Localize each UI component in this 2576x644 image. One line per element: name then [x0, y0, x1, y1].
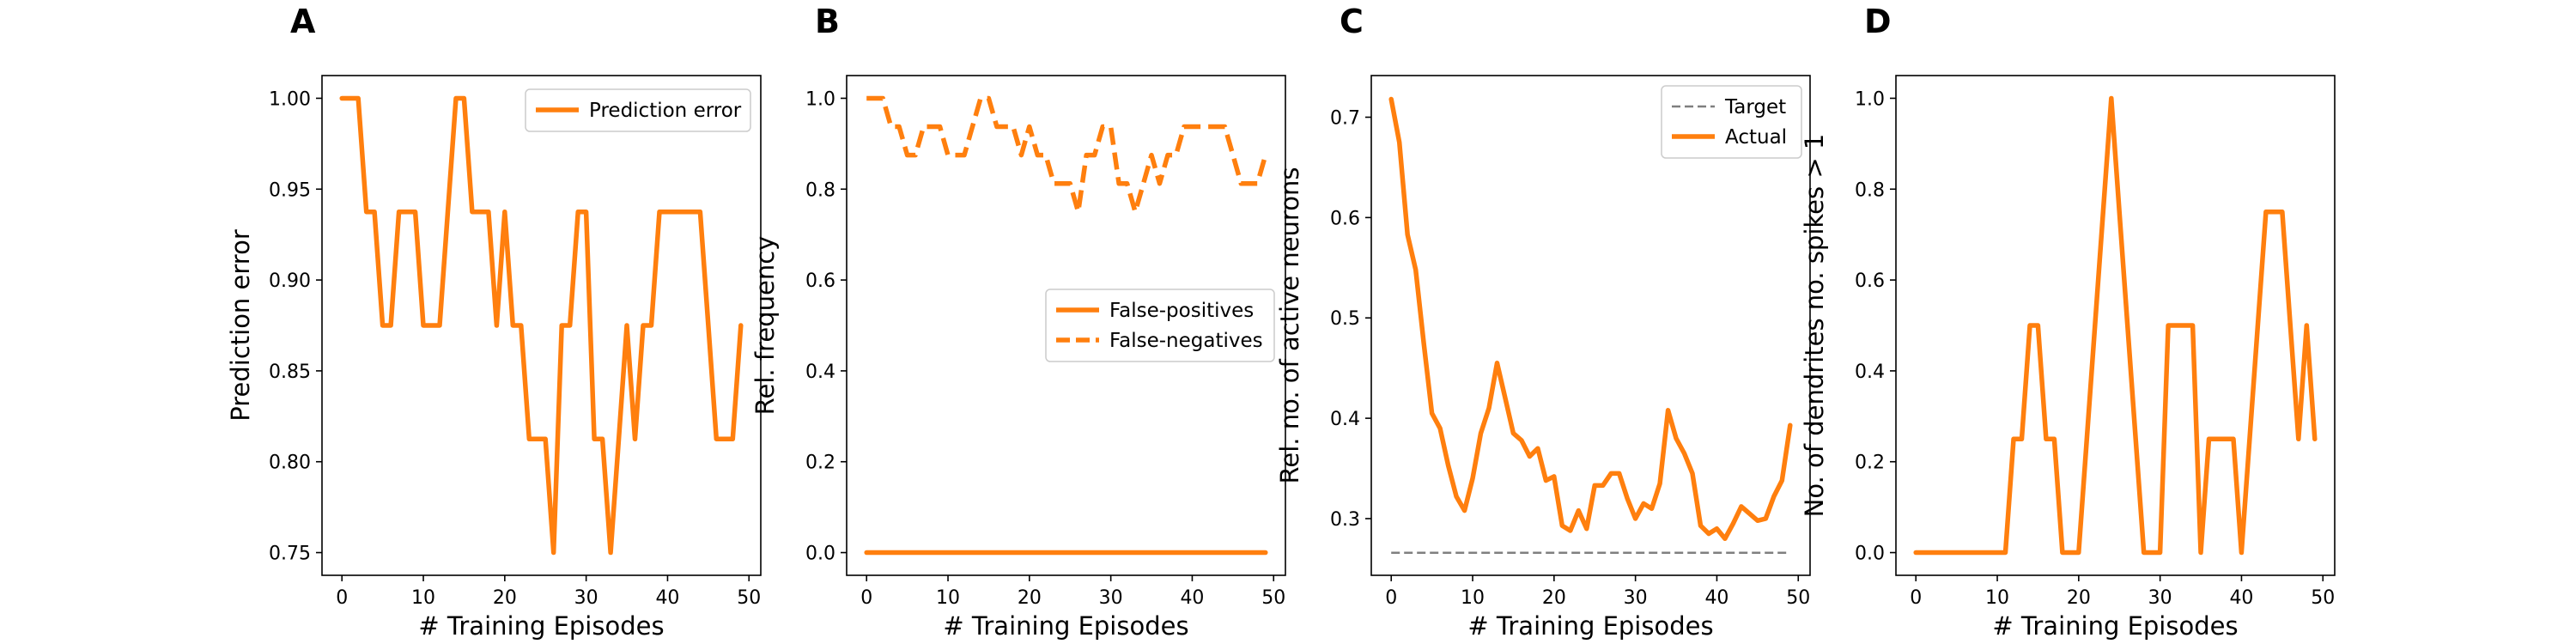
panel-c-xtick-label: 0 [1385, 587, 1397, 609]
panel-d-ylabel: No. of dendrites no. spikes > 1 [1800, 134, 1829, 518]
panel-d-letter: D [1864, 3, 1892, 40]
panel-b-ylabel: Rel. frequency [750, 236, 780, 416]
panel-b-legend: False-positives False-negatives [1045, 289, 1275, 362]
panel-c-xtick-label: 10 [1461, 587, 1485, 609]
panel-a-legend-box [525, 88, 751, 132]
panel-a-ylabel: Prediction error [226, 229, 255, 422]
panel-a-legend-label: Prediction error [589, 100, 742, 122]
panel-b-xtick-label: 10 [936, 587, 960, 609]
panel-a-xtick-label: 10 [411, 587, 435, 609]
panel-c-ytick-label: 0.4 [1330, 409, 1360, 430]
panel-a-series-prediction-error-line [339, 95, 744, 556]
panel-d-xtick-label: 0 [1910, 587, 1922, 609]
panel-d-xtick-label: 50 [2311, 587, 2335, 609]
panel-b-ytick-label: 1.0 [805, 88, 835, 110]
panel-a-letter: A [290, 3, 316, 40]
panel-a-xlabel: # Training Episodes [418, 611, 664, 641]
panel-d-ytick-label: 0.0 [1855, 544, 1885, 565]
panel-d-frame [1895, 75, 2336, 576]
panel-b-legend-label: False-negatives [1109, 330, 1263, 352]
panel-a-ytick-label: 0.90 [269, 270, 311, 292]
panel-a-xtick-label: 30 [574, 587, 598, 609]
panel-b-letter: B [815, 3, 840, 40]
panel-a-xtick-label: 40 [655, 587, 679, 609]
panel-c-legend-box [1661, 85, 1802, 159]
panel-d-xtick-label: 10 [1985, 587, 2009, 609]
panel-c-frame [1370, 75, 1811, 576]
panel-d-xtick-label: 40 [2229, 587, 2253, 609]
panel-b-ytick-label: 0.2 [805, 453, 835, 474]
panel-a-xtick-label: 20 [493, 587, 517, 609]
panel-d-ytick-label: 0.8 [1855, 179, 1885, 201]
panel-b-legend-label: False-positives [1109, 300, 1254, 322]
panel-c-ytick-label: 0.6 [1330, 208, 1360, 229]
panel-d-xtick-label: 20 [2067, 587, 2091, 609]
panel-b-series-false-negatives-line [866, 95, 1268, 215]
panel-b-xtick-label: 30 [1099, 587, 1123, 609]
panel-d-ytick-label: 0.2 [1855, 453, 1885, 474]
panel-b-xtick-label: 20 [1018, 587, 1042, 609]
panel-c-legend-label: Target [1724, 96, 1786, 118]
panel-c-xlabel: # Training Episodes [1467, 611, 1713, 641]
panel-c-xtick-label: 50 [1786, 587, 1810, 609]
panel-c-ytick-label: 0.5 [1330, 308, 1360, 330]
panel-b-ytick-label: 0.0 [805, 544, 835, 565]
panel-a-legend: Prediction error [525, 88, 751, 132]
panel-a-ytick-label: 0.85 [269, 361, 311, 383]
panel-a-ytick-label: 0.95 [269, 179, 311, 201]
panel-b-ytick-label: 0.8 [805, 179, 835, 201]
panel-b-ytick-label: 0.6 [805, 270, 835, 292]
panel-d-ytick-label: 1.0 [1855, 88, 1885, 110]
panel-d-series-0-line [1913, 95, 2318, 556]
panel-b-xlabel: # Training Episodes [943, 611, 1188, 641]
panel-b-legend-box [1045, 289, 1275, 362]
panel-c-legend: Target Actual [1661, 85, 1802, 159]
panel-a-xtick-label: 0 [336, 587, 348, 609]
panel-c-xtick-label: 20 [1542, 587, 1566, 609]
panel-c-xtick-label: 30 [1624, 587, 1648, 609]
panel-d-ytick-label: 0.4 [1855, 361, 1885, 383]
panel-c-letter: C [1340, 3, 1364, 40]
panel-c-series-actual-line [1388, 96, 1793, 542]
panel-b-xtick-label: 0 [860, 587, 872, 609]
panel-d-xlabel: # Training Episodes [1992, 611, 2238, 641]
panel-c-ylabel: Rel. no. of active neurons [1275, 167, 1304, 484]
panel-a-ytick-label: 0.75 [269, 544, 311, 565]
panel-b-ytick-label: 0.4 [805, 361, 835, 383]
panel-c: C 0 10 20 30 40 50 0.3 0.4 0.5 0.6 0.7 # Training Ep… [1275, 3, 1811, 641]
panel-a: A 0 10 20 30 40 50 0.75 0.80 0.85 0.90 0.95 1.00 # Tr… [226, 3, 762, 641]
panel-d: D 0 10 20 30 40 50 0.0 0.2 0.4 0.6 0.8 1.0 # Training… [1800, 3, 2336, 641]
panel-a-ytick-label: 1.00 [269, 88, 311, 110]
panel-b-frame [846, 75, 1286, 576]
panel-d-ytick-label: 0.6 [1855, 270, 1885, 292]
panel-c-ytick-label: 0.3 [1330, 509, 1360, 531]
panel-d-xtick-label: 30 [2148, 587, 2172, 609]
panel-c-ytick-label: 0.7 [1330, 108, 1360, 130]
panel-b: B 0 10 20 30 40 50 0.0 0.2 0.4 0.6 0.8 1.0 # Training… [750, 3, 1286, 641]
panel-b-xtick-label: 50 [1261, 587, 1285, 609]
panel-a-xtick-label: 50 [737, 587, 761, 609]
panel-a-ytick-label: 0.80 [269, 453, 311, 474]
panel-c-xtick-label: 40 [1704, 587, 1728, 609]
panel-b-xtick-label: 40 [1180, 587, 1204, 609]
panel-c-legend-label: Actual [1725, 126, 1787, 149]
panel-a-frame [321, 75, 762, 576]
